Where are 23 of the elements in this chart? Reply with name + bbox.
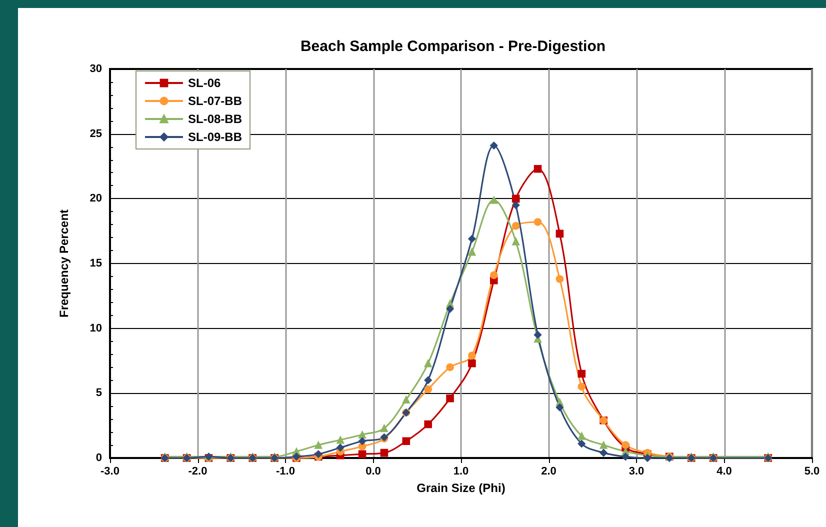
- legend-label: SL-09-BB: [188, 130, 242, 144]
- y-tick-label: 20: [90, 192, 102, 205]
- x-tick-label: -2.0: [188, 466, 208, 478]
- x-tick-label: 5.0: [804, 466, 820, 478]
- legend-label: SL-06: [188, 76, 222, 90]
- x-tick-label: 2.0: [541, 466, 556, 478]
- y-tick-label: 30: [90, 63, 102, 75]
- legend-label: SL-08-BB: [188, 112, 242, 126]
- x-axis-title: Grain Size (Phi): [416, 481, 506, 495]
- legend-label: SL-07-BB: [188, 94, 242, 108]
- chart-title: Beach Sample Comparison - Pre-Digestion: [300, 38, 606, 55]
- y-tick-label: 0: [96, 452, 102, 464]
- x-tick-label: -3.0: [100, 466, 120, 478]
- y-tick-label: 10: [90, 322, 102, 334]
- y-tick-label: 5: [96, 387, 102, 400]
- y-tick-label: 25: [90, 128, 102, 140]
- x-tick-label: 0.0: [366, 466, 381, 478]
- y-axis-title: Frequency Percent: [57, 209, 71, 318]
- x-tick-label: 3.0: [628, 466, 644, 478]
- x-tick-label: -1.0: [276, 466, 295, 478]
- y-tick-label: 15: [90, 258, 102, 270]
- x-tick-label: 4.0: [716, 466, 732, 478]
- x-tick-label: 1.0: [453, 466, 469, 478]
